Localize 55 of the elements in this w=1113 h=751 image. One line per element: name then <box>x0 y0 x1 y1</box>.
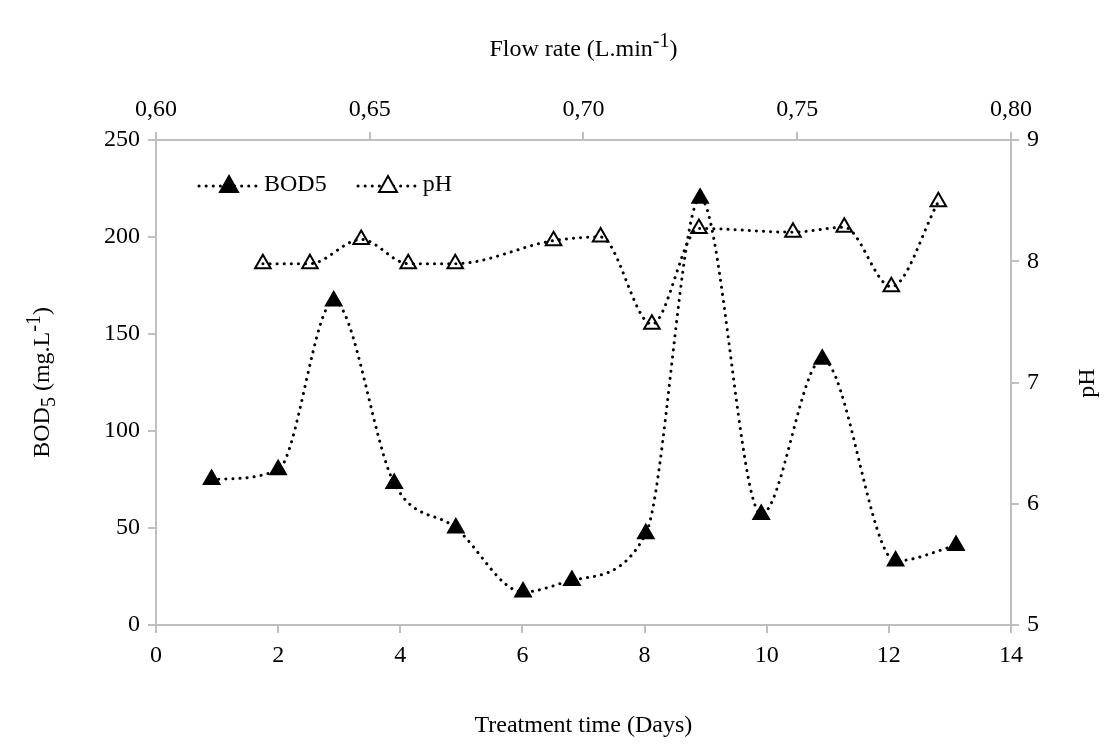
point <box>813 349 832 365</box>
legend-label: BOD5 <box>264 170 327 197</box>
x-tick-label: 4 <box>394 640 407 667</box>
point <box>563 570 581 586</box>
point <box>544 230 563 247</box>
y2-tick-label: 7 <box>1027 367 1039 394</box>
point <box>690 218 708 235</box>
y2-tick-label: 8 <box>1027 246 1039 273</box>
point <box>947 535 965 551</box>
point <box>929 191 948 208</box>
point <box>446 253 465 270</box>
legend-label: pH <box>422 170 453 197</box>
point <box>514 582 532 598</box>
y-tick-label: 0 <box>128 610 140 637</box>
point <box>399 253 418 270</box>
x2-axis-title: Flow rate (L.min$^{-1}$) <box>489 29 678 61</box>
y-tick-label: 100 <box>104 416 140 443</box>
y2-tick-label: 6 <box>1027 489 1039 516</box>
point <box>324 291 343 307</box>
y-tick-label: 250 <box>104 125 140 152</box>
x-tick-label: 6 <box>516 640 529 667</box>
x-axis-title: Treatment time (Days) <box>474 711 693 737</box>
x-tick-label: 8 <box>638 640 651 667</box>
x-tick-label: 12 <box>876 640 901 667</box>
point <box>301 253 319 270</box>
x2-tick-label: 0,80 <box>990 94 1032 121</box>
y2-axis-title: pH <box>1072 367 1099 398</box>
point <box>202 469 221 485</box>
point <box>643 314 661 330</box>
point <box>752 504 771 520</box>
x-tick-label: 2 <box>272 640 285 667</box>
y-tick-label: 200 <box>104 222 140 249</box>
point <box>886 550 905 567</box>
x2-tick-label: 0,60 <box>135 94 177 121</box>
point <box>882 276 901 293</box>
y-tick-label: 150 <box>104 319 140 346</box>
point <box>835 217 854 233</box>
point <box>447 518 465 534</box>
point <box>691 188 709 204</box>
point <box>784 222 802 238</box>
y2-tick-label: 5 <box>1027 610 1039 637</box>
point <box>352 229 370 245</box>
y2-tick-label: 9 <box>1027 125 1039 152</box>
point <box>591 227 610 243</box>
y-tick-label: 50 <box>116 513 140 540</box>
point <box>254 253 272 270</box>
x2-tick-label: 0,70 <box>562 94 605 121</box>
x-tick-label: 10 <box>754 640 779 667</box>
point <box>385 473 403 489</box>
x2-tick-label: 0,65 <box>348 94 391 121</box>
point <box>269 459 287 476</box>
x-tick-label: 14 <box>999 640 1023 667</box>
x2-tick-label: 0,75 <box>776 94 819 121</box>
point <box>637 523 655 540</box>
x-tick-label: 0 <box>150 640 162 667</box>
